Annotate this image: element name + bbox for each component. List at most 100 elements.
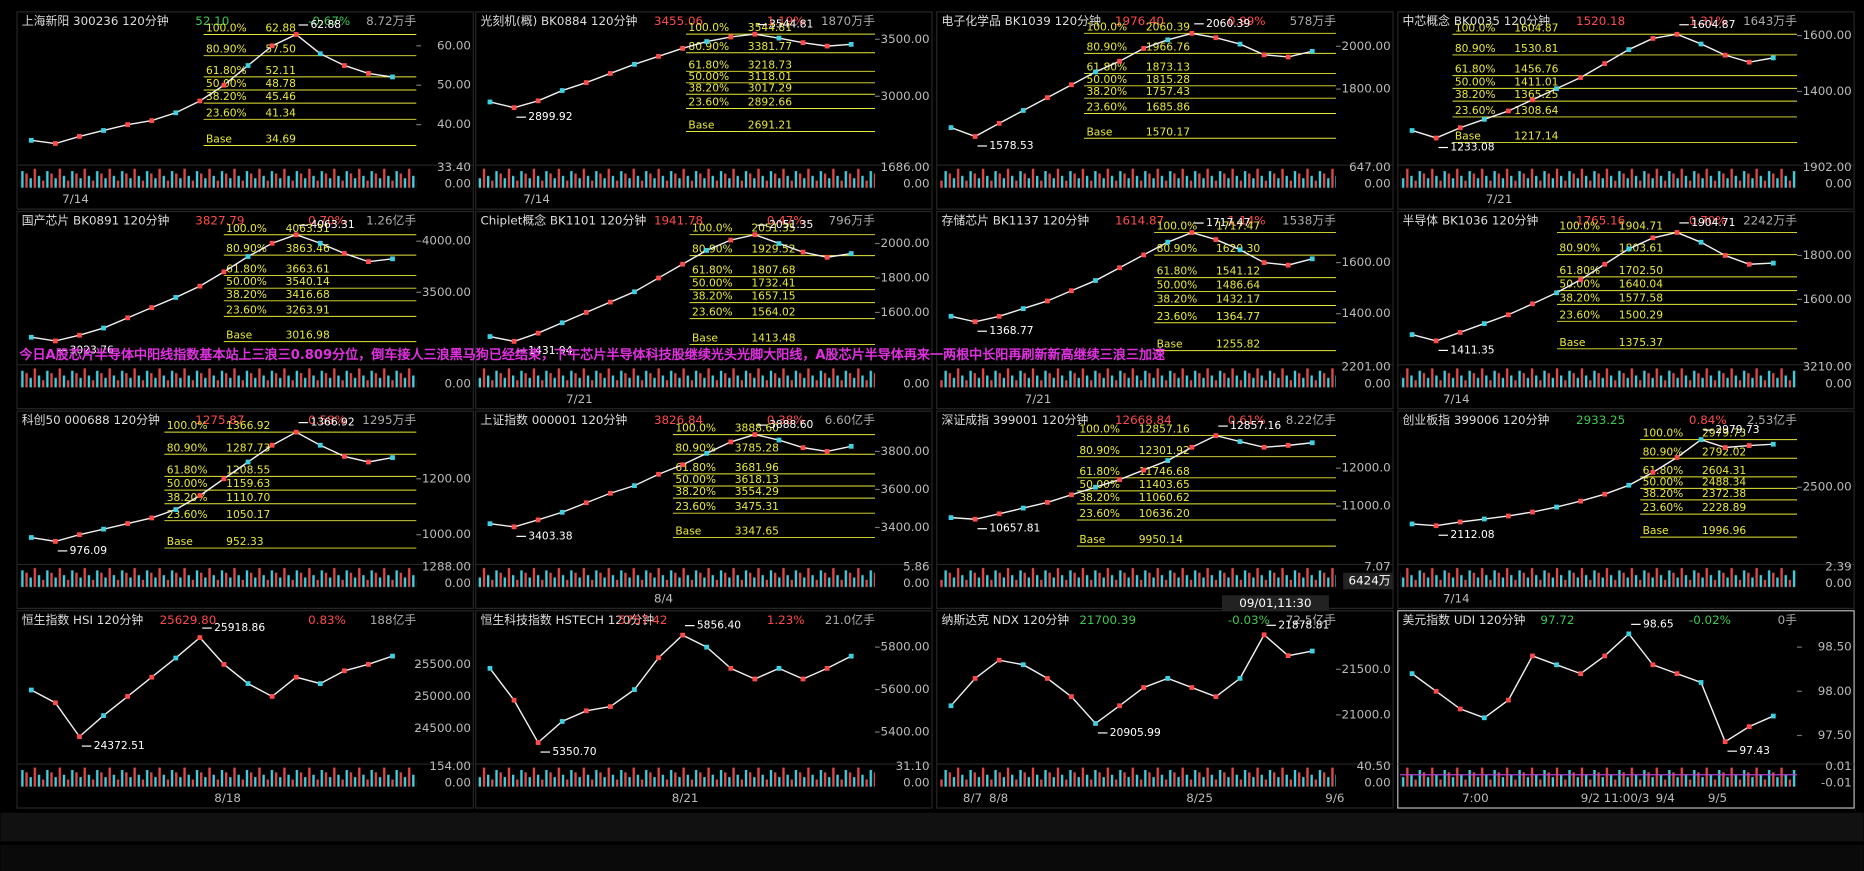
high-label: 12857.16 xyxy=(1230,419,1281,432)
price-candle xyxy=(948,313,954,319)
panel-price: 1275.87 xyxy=(195,413,244,427)
fib-value: 1732.41 xyxy=(751,277,795,290)
price-candle xyxy=(149,674,155,680)
price-candle xyxy=(996,511,1002,517)
price-line xyxy=(950,434,1313,520)
price-candle xyxy=(776,241,782,246)
panel-change: -0.02% xyxy=(1689,613,1731,627)
price-candle xyxy=(948,703,954,709)
price-candle xyxy=(800,40,806,46)
panel-frame xyxy=(475,410,933,609)
price-candle xyxy=(1069,694,1074,700)
price-candle xyxy=(293,32,299,37)
panel-price: 97.72 xyxy=(1540,613,1574,627)
panel-price: 3455.06 xyxy=(654,14,703,28)
fib-value: 1308.64 xyxy=(1514,104,1558,117)
price-candle xyxy=(197,98,203,104)
panel-change: 0.58% xyxy=(308,413,346,427)
fib-level: Base xyxy=(1079,533,1105,546)
fib-value: 1486.64 xyxy=(1216,279,1260,292)
panel-title: 纳斯达克 NDX 120分钟 xyxy=(942,613,1070,627)
price-candle xyxy=(1481,116,1487,122)
fib-level: 100.0% xyxy=(1559,219,1600,232)
volume-tick-label: 5.86 xyxy=(903,559,929,573)
fib-level: Base xyxy=(206,133,232,146)
price-candle xyxy=(317,51,323,57)
price-candle xyxy=(704,450,710,456)
price-candle xyxy=(1213,237,1219,242)
price-candle xyxy=(1554,504,1559,510)
price-candle xyxy=(948,515,954,520)
panel-title: 创业板指 399006 120分钟 xyxy=(1403,413,1550,427)
price-candle xyxy=(559,509,565,515)
fib-value: 1375.37 xyxy=(1619,336,1663,349)
y-tick-label: 25000.00 xyxy=(414,689,471,703)
price-candle xyxy=(1506,697,1511,703)
price-candle xyxy=(1457,330,1463,335)
price-candle xyxy=(1457,706,1463,712)
fib-value: 1159.63 xyxy=(226,477,270,490)
price-candle xyxy=(1020,108,1026,113)
high-label: 25918.86 xyxy=(214,621,265,634)
fib-level: 50.00% xyxy=(1157,279,1198,292)
fib-level: Base xyxy=(1559,336,1585,349)
price-candle xyxy=(390,256,395,262)
price-candle xyxy=(1578,498,1584,504)
high-label: 21878.81 xyxy=(1278,618,1329,631)
price-candle xyxy=(1093,484,1098,490)
price-candle xyxy=(52,539,58,544)
fib-value: 1411.01 xyxy=(1514,75,1558,88)
panel-title: 深证成指 399001 120分钟 xyxy=(942,413,1089,427)
price-candle xyxy=(680,45,685,51)
panel-title: 上海新阳 300236 120分钟 xyxy=(22,14,169,28)
fib-level: 50.00% xyxy=(1079,478,1120,491)
fib-value: 1904.71 xyxy=(1619,219,1663,232)
price-line xyxy=(1411,33,1774,139)
y-tick-label: 1400.00 xyxy=(1803,84,1852,98)
price-line xyxy=(489,233,852,343)
price-candle xyxy=(341,454,347,459)
volume-tick-label: 0.00 xyxy=(1825,576,1851,590)
fib-level: 80.90% xyxy=(1455,42,1496,55)
volume-tick-label: 2.39 xyxy=(1825,559,1851,573)
price-candle xyxy=(511,524,517,530)
price-candle xyxy=(1117,265,1122,271)
price-candle xyxy=(125,315,130,321)
fib-level: 23.60% xyxy=(1079,507,1120,520)
price-candle xyxy=(1213,694,1219,700)
panel-title: 上证指数 000001 120分钟 xyxy=(480,413,627,427)
price-candle xyxy=(149,515,155,521)
fib-level: 61.80% xyxy=(688,58,729,71)
panel-frame xyxy=(936,11,1394,210)
price-candle xyxy=(972,319,978,325)
price-line xyxy=(31,431,393,543)
x-tick-label: 9/5 xyxy=(1708,791,1727,805)
fib-value: 12857.16 xyxy=(1139,423,1190,436)
price-candle xyxy=(1285,442,1291,448)
price-candle xyxy=(197,635,203,640)
fib-value: 3016.98 xyxy=(286,329,330,342)
volume-bars xyxy=(1400,365,1798,389)
price-candle xyxy=(1141,685,1147,690)
price-candle xyxy=(52,700,58,706)
price-candle xyxy=(269,442,275,448)
price-candle xyxy=(607,704,613,709)
panel-price: 5757.42 xyxy=(618,613,667,627)
x-tick-label: 9/6 xyxy=(1325,791,1344,805)
price-candle xyxy=(1069,492,1074,498)
price-candle xyxy=(1481,321,1487,326)
price-candle xyxy=(1554,662,1559,668)
panel-frame xyxy=(1397,210,1855,410)
price-candle xyxy=(1626,47,1632,52)
price-candle xyxy=(1309,48,1315,54)
panel-change: -0.67% xyxy=(308,14,350,28)
price-candle xyxy=(1722,253,1728,258)
fib-level: 100.0% xyxy=(167,419,208,432)
panel-frame xyxy=(475,11,933,210)
panel-volume: 188亿手 xyxy=(370,613,417,627)
y-tick-label: 3500.00 xyxy=(422,285,471,299)
cursor-volume: 6424万 xyxy=(1349,574,1391,588)
high-label: 2979.73 xyxy=(1715,423,1759,436)
volume-tick-label: 0.00 xyxy=(903,576,929,590)
cursor-box xyxy=(1221,595,1329,611)
